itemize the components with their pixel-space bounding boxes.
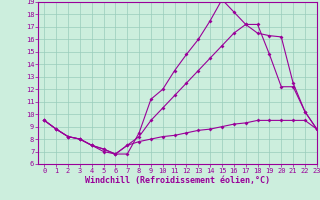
X-axis label: Windchill (Refroidissement éolien,°C): Windchill (Refroidissement éolien,°C) <box>85 176 270 185</box>
